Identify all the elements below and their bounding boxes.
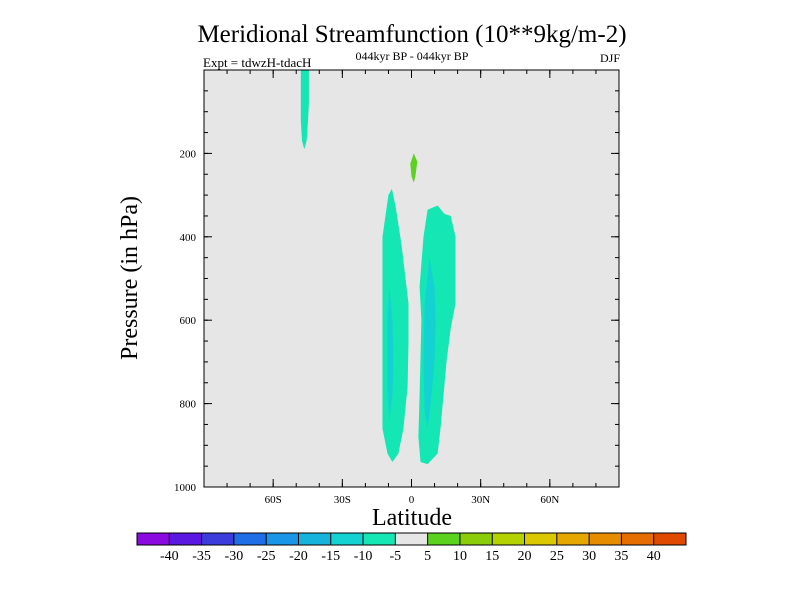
experiment-label: Expt = tdwzH-tdacH	[203, 55, 311, 70]
colorbar-swatch	[621, 533, 654, 545]
colorbar-swatch	[459, 533, 493, 545]
colorbar-swatch	[201, 533, 235, 545]
x-tick-label: 0	[409, 494, 415, 506]
y-tick-label: 400	[180, 232, 197, 244]
colorbar-swatch	[330, 533, 364, 545]
plot-area	[204, 70, 619, 487]
colorbar-label: 20	[518, 549, 532, 564]
contour-high-lat-cell	[300, 70, 309, 150]
x-tick-label: 30N	[471, 494, 490, 506]
colorbar-frame	[136, 532, 687, 546]
contour-regions	[300, 70, 456, 465]
colorbar-label: 30	[582, 549, 596, 564]
colorbar-swatch	[395, 533, 428, 545]
colorbar-label: -25	[257, 549, 276, 564]
colorbar-label: -15	[321, 549, 340, 564]
colorbar-swatch	[556, 533, 590, 545]
colorbar-swatch	[363, 533, 396, 545]
colorbar-swatch	[169, 533, 202, 545]
colorbar-label: 40	[647, 549, 661, 564]
contour-north-cell-inner	[423, 257, 436, 429]
y-tick-label: 600	[180, 315, 197, 327]
colorbar-swatch	[589, 533, 622, 545]
colorbar-swatch	[298, 533, 332, 545]
colorbar-swatch	[137, 533, 170, 545]
chart-title: Meridional Streamfunction (10**9kg/m-2)	[197, 21, 626, 48]
y-tick-label: 800	[180, 399, 197, 411]
x-tick-label: 30S	[334, 494, 351, 506]
colorbar-label: -10	[354, 549, 373, 564]
colorbar-label: -20	[289, 549, 308, 564]
season-label: DJF	[600, 51, 620, 65]
y-tick-label: 1000	[174, 482, 197, 494]
x-tick-label: 60N	[540, 494, 559, 506]
colorbar-label: 25	[550, 549, 564, 564]
colorbar: -40 -35 -30 -25 -20 -15 -10 -5 5 10 15 20 25 30 35 40	[136, 532, 687, 564]
colorbar-label: -30	[225, 549, 244, 564]
colorbar-swatch	[653, 533, 687, 545]
y-tick-label: 200	[180, 148, 197, 160]
x-tick-label: 60S	[265, 494, 282, 506]
y-axis-label: Pressure (in hPa)	[117, 196, 143, 360]
colorbar-label: 5	[424, 549, 431, 564]
colorbar-label: 15	[485, 549, 499, 564]
colorbar-swatch	[427, 533, 461, 545]
colorbar-swatch	[492, 533, 525, 545]
colorbar-swatch	[266, 533, 299, 545]
axes: 60S 30S 0 30N 60N 200 400 600 800 1000	[174, 70, 619, 506]
colorbar-label: -40	[160, 549, 179, 564]
colorbar-label: 35	[614, 549, 628, 564]
chart-subtitle: 044kyr BP - 044kyr BP	[356, 49, 469, 63]
colorbar-swatch	[233, 533, 267, 545]
contour-upper-positive-spot	[410, 153, 418, 183]
colorbar-label: -5	[390, 549, 402, 564]
colorbar-swatch	[524, 533, 558, 545]
x-axis-label: Latitude	[372, 505, 452, 531]
colorbar-label: 10	[453, 549, 467, 564]
contour-south-cell-inner	[387, 286, 394, 421]
colorbar-label: -35	[192, 549, 211, 564]
